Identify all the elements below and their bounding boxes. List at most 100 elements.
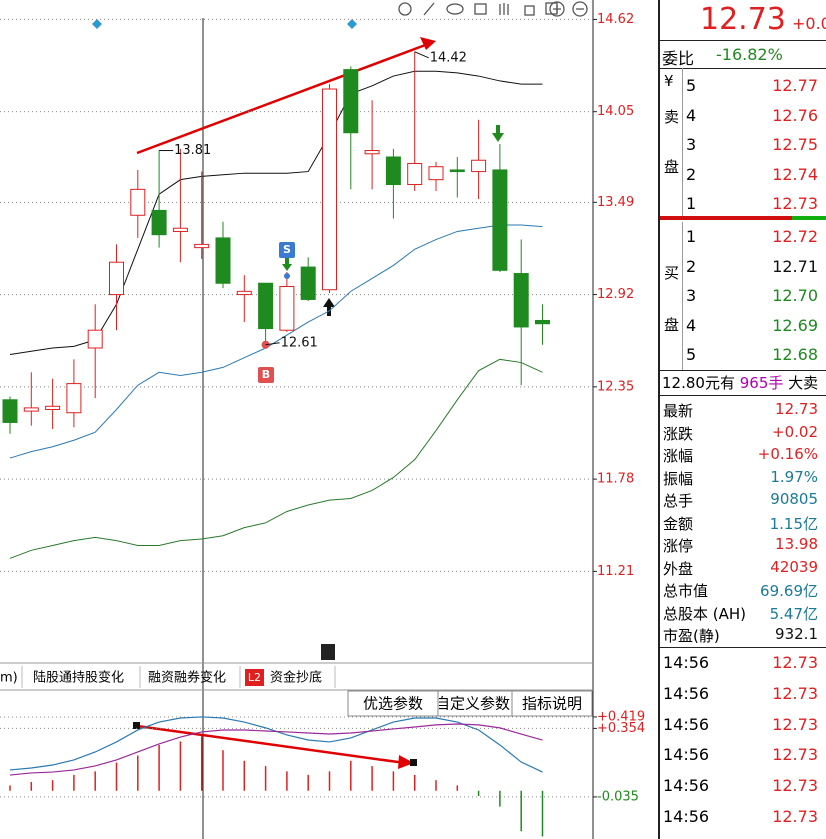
y-tick-label: -0.035 <box>597 789 639 804</box>
trade-price: 12.73 <box>772 714 818 734</box>
trend-handle[interactable] <box>133 722 140 729</box>
candle-body <box>236 290 252 296</box>
button[interactable]: 指标说明 <box>522 695 582 713</box>
info-text: 12.80元有 <box>662 374 735 392</box>
stat-label: 市盈(静) <box>663 627 720 645</box>
trade-time: 14:56 <box>663 776 710 796</box>
buy-price: 12.70 <box>772 286 818 305</box>
info-text: 大卖 <box>788 374 819 392</box>
stat-label: 涨停 <box>663 537 694 555</box>
candle-body <box>385 156 401 186</box>
side-label: 盘 <box>664 158 680 176</box>
signal-badge <box>279 242 295 258</box>
candle-body <box>492 169 508 271</box>
indicator-line <box>9 70 543 355</box>
stat-value: 12.73 <box>775 400 818 418</box>
sell-price: 12.76 <box>772 105 818 125</box>
stat-label: 金额 <box>663 514 694 533</box>
stat-label: 涨幅 <box>663 447 694 465</box>
tab[interactable]: 融资融券变化 <box>148 670 226 686</box>
buy-strength <box>792 216 826 220</box>
level: 3 <box>686 135 697 154</box>
annotation-leader <box>414 51 429 59</box>
macd-line <box>9 723 543 776</box>
side-label: ¥ <box>664 72 674 90</box>
sell-price: 12.74 <box>772 164 818 184</box>
stat-value: 5.47亿 <box>769 604 818 623</box>
info-text: 965手 <box>739 374 784 392</box>
stat-value: 1.15亿 <box>769 514 818 533</box>
y-tick-label: 14.05 <box>597 104 634 119</box>
candle-body <box>151 209 167 236</box>
flag-icon[interactable] <box>321 644 335 660</box>
last-price: 12.73 <box>700 2 786 37</box>
level: 4 <box>686 315 697 335</box>
divider <box>682 222 683 370</box>
candle-body <box>66 383 82 414</box>
candle-body <box>2 399 18 423</box>
tab[interactable]: 资金抄底 <box>270 670 322 686</box>
ratio-label: 委比 <box>662 49 695 68</box>
candle-body <box>364 150 380 155</box>
sell-price: 12.73 <box>772 194 818 213</box>
divider <box>660 647 826 648</box>
candle-body <box>300 266 316 300</box>
candle-body <box>279 285 295 331</box>
y-tick-label: +0.419 <box>597 709 645 724</box>
y-tick-label: 11.21 <box>597 564 634 579</box>
trade-price: 12.73 <box>772 653 818 672</box>
divider <box>660 68 826 69</box>
button-frame[interactable] <box>511 690 593 717</box>
trade-price: 12.73 <box>772 683 818 703</box>
divider <box>682 68 683 218</box>
y-tick-label: 14.62 <box>597 12 634 27</box>
trend-handle[interactable] <box>410 759 417 766</box>
button[interactable]: 优选参数 <box>363 695 423 713</box>
candle-body <box>130 188 146 216</box>
button-frame[interactable] <box>347 690 439 717</box>
signal: S <box>283 243 291 256</box>
y-tick-label: 12.92 <box>597 287 634 302</box>
tab-separators <box>21 666 336 688</box>
button[interactable]: 自定义参数 <box>435 695 510 713</box>
candle-body <box>513 273 529 328</box>
candle-body <box>45 405 61 411</box>
trade-price: 12.73 <box>772 776 818 796</box>
candle-body <box>87 329 103 349</box>
buy-price: 12.72 <box>772 227 818 246</box>
toolbar[interactable] <box>398 1 588 17</box>
level: 2 <box>686 164 697 184</box>
tab[interactable]: 陆股通持股变化 <box>33 670 124 686</box>
stat-label: 外盘 <box>663 559 694 578</box>
candle-body <box>322 88 337 291</box>
buy-price: 12.68 <box>772 345 818 364</box>
signal: B <box>262 368 270 381</box>
level: 3 <box>686 286 697 305</box>
arrow-down <box>282 258 292 271</box>
stat-label: 振幅 <box>663 469 694 488</box>
tab[interactable]: m) <box>0 671 18 686</box>
indicator-line <box>9 358 543 559</box>
info-line: 12.80元有 965手 大卖 <box>662 372 818 393</box>
annotation: 14.42 <box>430 50 467 65</box>
quote-panel: 12.73 +0.0 委比 -16.82% 12.80元有 965手 大卖 ¥ 卖… <box>658 0 826 839</box>
divider <box>660 40 826 41</box>
level: 4 <box>686 105 697 125</box>
trade-price: 12.73 <box>772 745 818 765</box>
ratio-value: -16.82% <box>716 45 783 64</box>
side-label: 卖 <box>664 108 680 126</box>
trend-line <box>136 37 436 769</box>
stat-value: 69.69亿 <box>760 582 818 600</box>
candle-body <box>535 319 550 325</box>
sell-price: 12.75 <box>772 135 818 154</box>
trade-price: 12.73 <box>772 807 818 826</box>
level: 5 <box>686 345 697 364</box>
sell-strength <box>660 216 792 220</box>
level: 5 <box>686 76 697 95</box>
candle-body <box>449 169 465 173</box>
y-tick-label: 12.35 <box>597 379 634 394</box>
candle-body <box>258 282 274 330</box>
chart-area: m) 陆股通持股变化 融资融券变化 L2 资金抄底 优选参数 自定义参数 指标说… <box>0 0 645 839</box>
button-frame[interactable] <box>437 690 513 717</box>
